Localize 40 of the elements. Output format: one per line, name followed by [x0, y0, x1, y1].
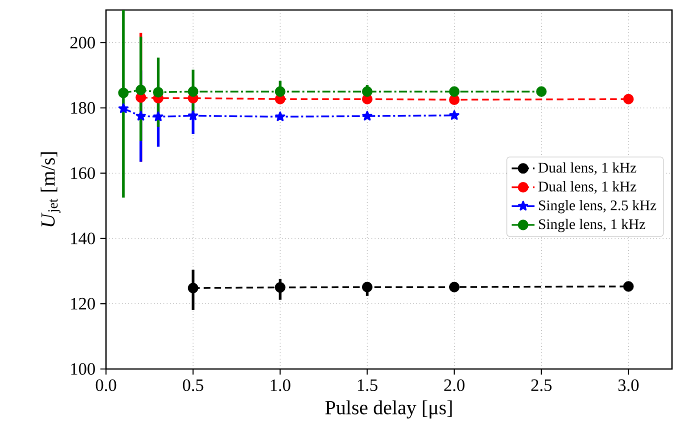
x-tick-label: 2.0	[444, 379, 464, 392]
x-tick-label: 0.5	[182, 379, 204, 392]
point	[136, 84, 146, 96]
legend-label: Dual lens, 1 kHz	[538, 162, 636, 175]
x-tick-label: 0.0	[96, 379, 116, 392]
point	[274, 86, 286, 97]
y-tick-label: 100	[71, 363, 95, 375]
point	[152, 86, 164, 98]
legend-label: Dual lens, 1 kHz	[538, 181, 636, 194]
point	[118, 88, 129, 98]
point	[118, 103, 128, 113]
y-tick-label: 160	[71, 167, 95, 180]
x-tick-label: 3.0	[618, 379, 639, 392]
point	[449, 282, 460, 292]
y-axis-title: U$_{jet}$ [m/s]	[40, 152, 60, 226]
legend-label: Single lens, 1 kHz	[539, 218, 646, 232]
x-tick-label: 2.5	[531, 379, 552, 392]
point	[623, 94, 634, 104]
x-tick-label: 1.5	[358, 379, 378, 392]
x-axis-title: Pulse delay [μs]	[325, 400, 452, 418]
point	[536, 86, 547, 97]
y-tick-label: 200	[70, 36, 95, 48]
y-tick-label: 120	[71, 298, 95, 310]
point	[362, 282, 373, 292]
point	[362, 110, 372, 120]
point	[274, 282, 286, 293]
point	[136, 110, 146, 120]
y-tick-label: 180	[71, 102, 95, 114]
point	[188, 110, 198, 120]
legend-label: Single lens, 2.5 kHz	[539, 200, 656, 214]
point	[449, 86, 460, 97]
point	[275, 111, 286, 122]
x-tick-label: 1.0	[270, 379, 290, 392]
point	[188, 282, 198, 294]
point	[153, 111, 164, 122]
point	[623, 281, 634, 292]
point	[449, 110, 460, 120]
point	[362, 86, 373, 97]
y-tick-label: 140	[71, 232, 95, 244]
point	[188, 86, 198, 97]
